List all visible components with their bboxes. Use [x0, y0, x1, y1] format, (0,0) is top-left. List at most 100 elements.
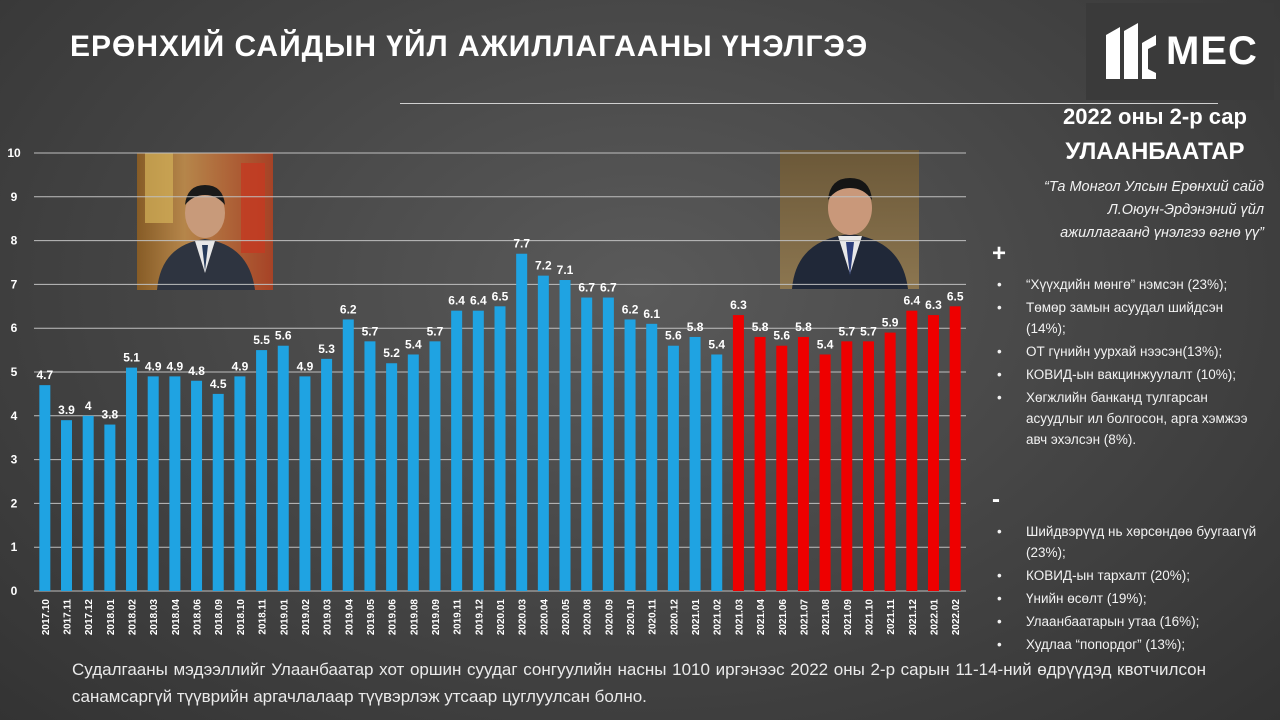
- x-tick-label: 2021.08: [821, 599, 832, 636]
- x-tick-label: 2021.09: [843, 599, 854, 636]
- x-tick-label: 2019.12: [474, 599, 485, 636]
- bar: [429, 341, 441, 591]
- bar: [646, 323, 658, 591]
- bar: [906, 310, 918, 591]
- survey-date: 2022 оны 2-р сар: [1063, 104, 1247, 129]
- data-label: 5.8: [687, 320, 704, 334]
- bar: [884, 332, 896, 591]
- data-label: 3.8: [102, 408, 119, 422]
- data-label: 4.9: [167, 359, 184, 373]
- data-label: 5.7: [838, 324, 855, 338]
- bar: [732, 315, 744, 591]
- bar: [689, 336, 701, 591]
- x-tick-label: 2018.06: [193, 599, 204, 636]
- data-label: 6.4: [903, 294, 920, 308]
- x-tick-label: 2021.12: [908, 599, 919, 636]
- x-tick-label: 2018.11: [258, 599, 269, 635]
- bar: [299, 376, 311, 591]
- x-tick-label: 2021.02: [713, 599, 724, 636]
- x-tick-label: 2019.05: [366, 599, 377, 636]
- data-label: 5.6: [665, 329, 682, 343]
- y-tick-label: 4: [11, 409, 18, 423]
- bar: [711, 354, 723, 591]
- list-item: • КОВИД-ын тархалт (20%);: [997, 568, 1191, 583]
- x-tick-label: 2018.01: [106, 599, 117, 636]
- list-item: • Шийдвэрүүд нь хөрсөндөө буугаагүй (23%)…: [997, 524, 1257, 560]
- bar: [386, 363, 398, 591]
- x-tick-label: 2019.01: [279, 599, 290, 636]
- mec-logo: MEC: [1086, 3, 1274, 100]
- bar: [364, 341, 376, 591]
- x-tick-label: 2020.03: [518, 599, 529, 636]
- data-label: 7.7: [513, 237, 530, 251]
- bar: [862, 341, 874, 591]
- data-label: 6.2: [622, 302, 639, 316]
- bar: [667, 345, 679, 591]
- bar: [581, 297, 593, 591]
- y-tick-label: 9: [11, 190, 18, 204]
- bar: [516, 253, 528, 591]
- data-label: 5.8: [752, 320, 769, 334]
- x-tick-label: 2019.02: [301, 599, 312, 636]
- page-title: ЕРӨНХИЙ САЙДЫН ҮЙЛ АЖИЛЛАГААНЫ ҮНЭЛГЭЭ: [70, 30, 869, 63]
- data-label: 6.5: [492, 289, 509, 303]
- negative-sign: -: [992, 486, 1000, 513]
- x-tick-label: 2020.05: [561, 599, 572, 636]
- bar: [451, 310, 463, 591]
- bar: [277, 345, 289, 591]
- data-label: 6.5: [947, 289, 964, 303]
- bar: [559, 280, 571, 591]
- x-tick-label: 2019.03: [323, 599, 334, 636]
- y-tick-label: 5: [11, 365, 18, 379]
- data-label: 4.8: [188, 364, 205, 378]
- list-item: • КОВИД-ын вакцинжуулалт (10%);: [997, 367, 1236, 382]
- data-label: 5.1: [123, 351, 140, 365]
- data-label: 5.9: [882, 316, 899, 330]
- data-label: 7.2: [535, 259, 552, 273]
- positive-reasons-list: • “Хүүхдийн мөнгө” нэмсэн (23%); • Төмөр з…: [992, 274, 1262, 452]
- negative-reasons-list: • Шийдвэрүүд нь хөрсөндөө буугаагүй (23%)…: [992, 521, 1262, 657]
- list-item: • Үнийн өсөлт (19%);: [997, 591, 1147, 606]
- bar: [754, 336, 766, 591]
- bar: [797, 336, 809, 591]
- bar: [104, 424, 116, 591]
- x-tick-label: 2020.09: [604, 599, 615, 636]
- list-item: • Худлаа “попордог” (13%);: [997, 637, 1186, 652]
- bar: [624, 319, 636, 591]
- bar: [342, 319, 354, 591]
- y-tick-label: 10: [7, 146, 21, 160]
- list-item: • “Хүүхдийн мөнгө” нэмсэн (23%);: [997, 277, 1228, 292]
- bar: [191, 380, 203, 591]
- positive-sign: +: [992, 240, 1007, 267]
- bar: [841, 341, 853, 591]
- methodology-footnote: Судалгааны мэдээллийг Улаанбаатар хот ор…: [72, 660, 1206, 706]
- x-tick-label: 2021.01: [691, 599, 702, 636]
- data-label: 4.9: [232, 359, 249, 373]
- data-label: 5.4: [817, 337, 834, 351]
- y-tick-label: 6: [11, 321, 18, 335]
- x-tick-label: 2019.06: [388, 599, 399, 636]
- x-tick-label: 2020.10: [626, 599, 637, 636]
- list-item: • Хөгжлийн банканд тулгарсан асуудлыг ил …: [997, 390, 1248, 447]
- bar: [147, 376, 159, 591]
- data-label: 6.1: [643, 307, 660, 321]
- data-label: 7.1: [557, 263, 574, 277]
- bar: [537, 275, 549, 591]
- y-tick-label: 8: [11, 234, 18, 248]
- x-tick-label: 2019.11: [453, 599, 464, 635]
- data-label: 5.6: [275, 329, 292, 343]
- x-tick-label: 2020.08: [583, 599, 594, 636]
- bar: [927, 315, 939, 591]
- list-item: • ОТ гүнийн уурхай нээсэн(13%);: [997, 344, 1223, 359]
- data-label: 6.4: [470, 294, 487, 308]
- y-tick-label: 1: [11, 540, 18, 554]
- data-label: 6.7: [578, 281, 595, 295]
- bar: [61, 420, 73, 591]
- data-label: 6.3: [925, 298, 942, 312]
- x-tick-label: 2018.04: [171, 599, 182, 636]
- y-tick-label: 2: [11, 496, 18, 510]
- data-label: 5.3: [318, 342, 335, 356]
- data-label: 5.4: [405, 337, 422, 351]
- rating-bar-chart: 0 1 2 3 4 5 6 7 8 9 10 4.7 2017.10 3.9 2017.11 4 2017.12…: [7, 146, 966, 636]
- data-label: 5.7: [860, 324, 877, 338]
